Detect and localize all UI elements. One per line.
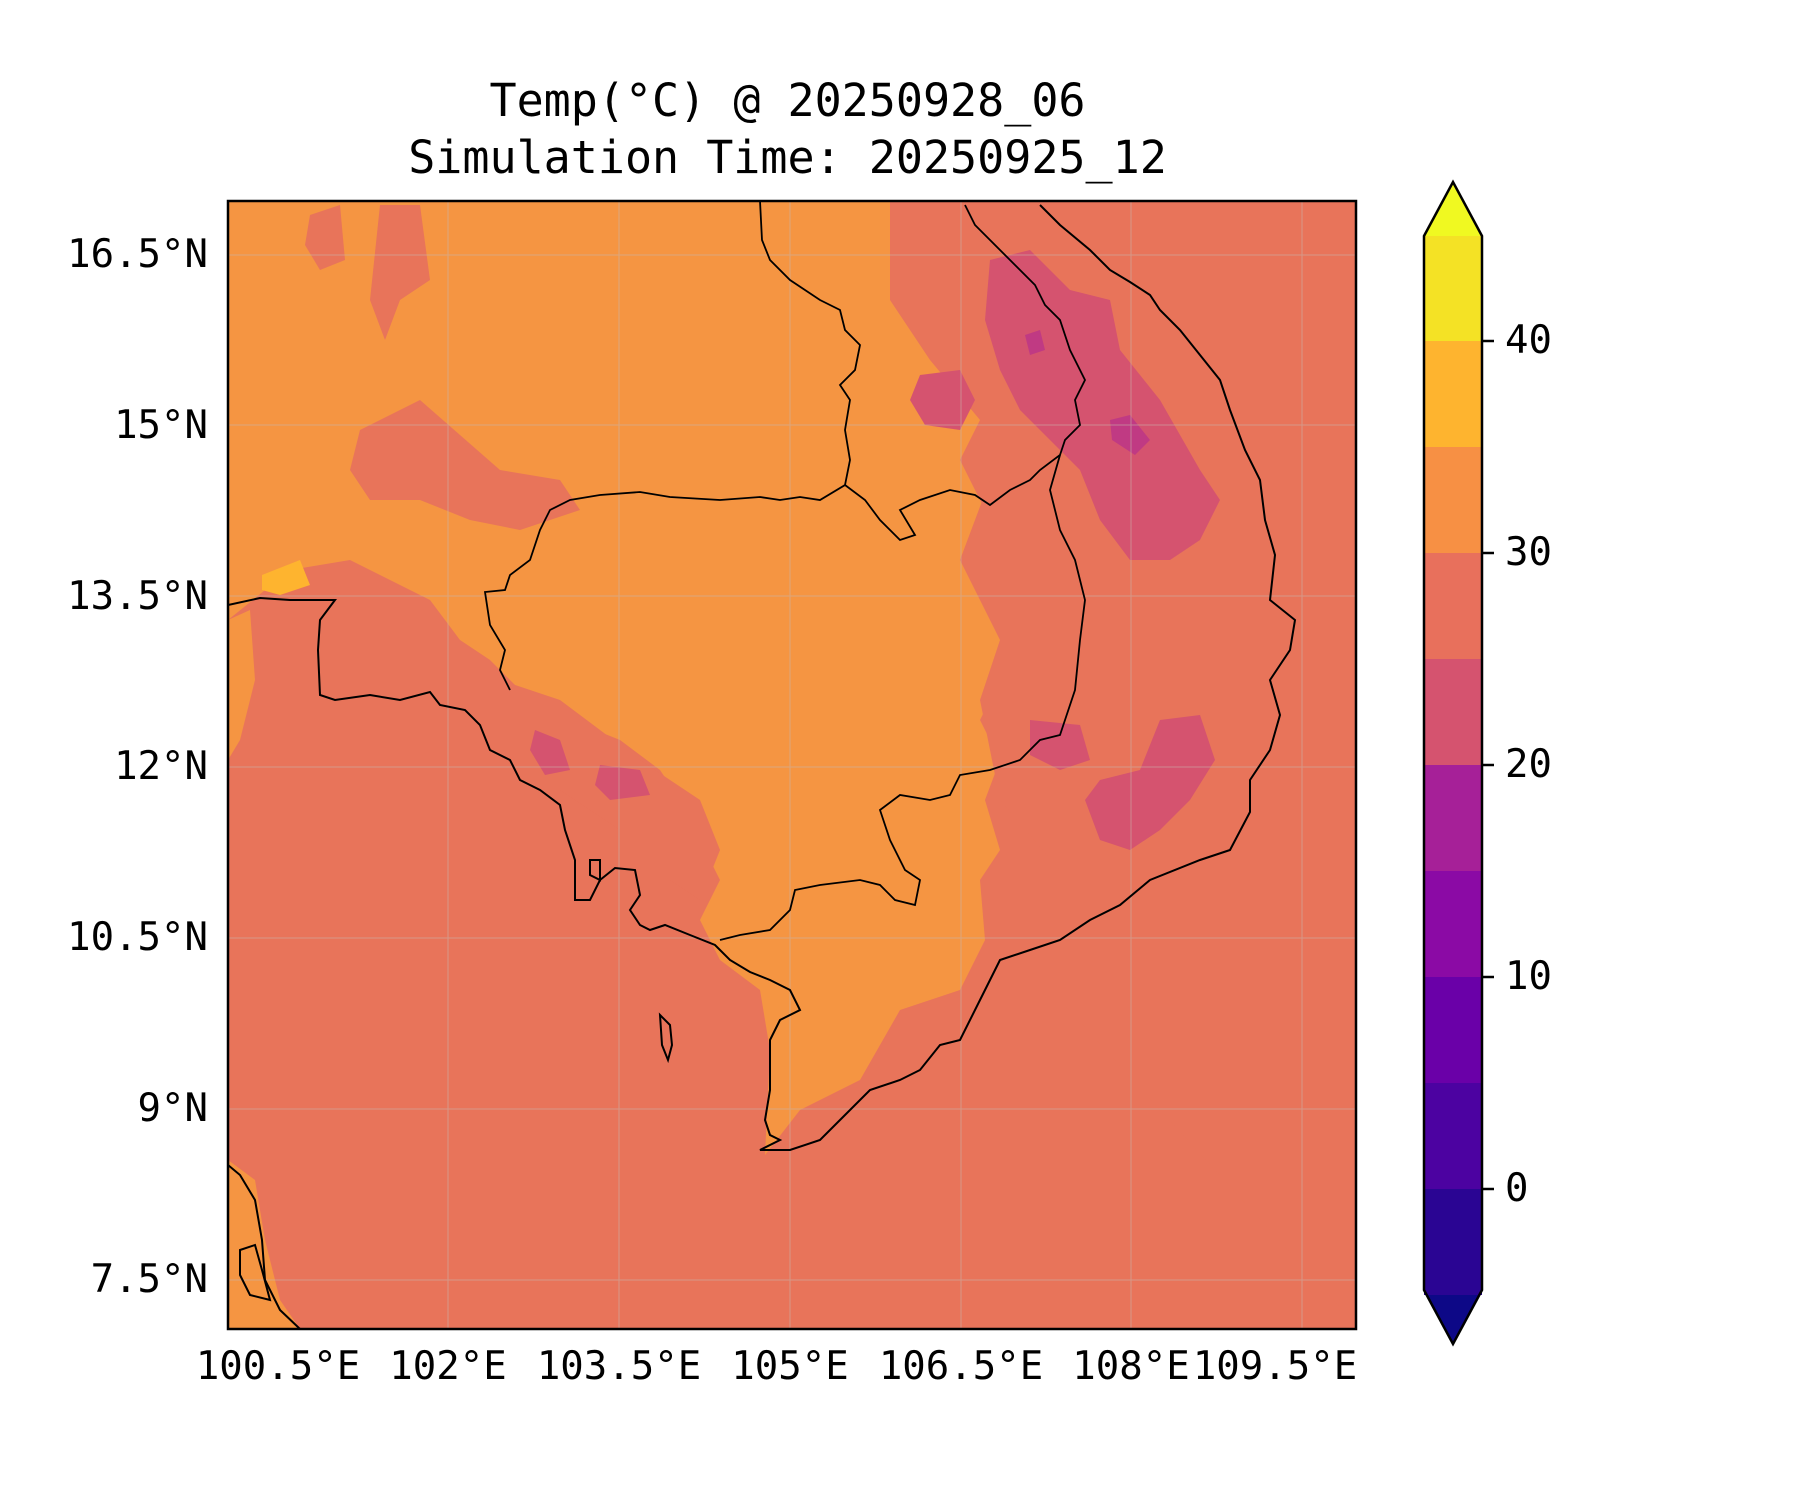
colorbar-outline	[1422, 179, 1484, 1347]
colorbar-segment	[1424, 1189, 1482, 1295]
temp-field-15-20-patch-2	[1025, 330, 1045, 355]
colorbar-extend-min	[1424, 1290, 1482, 1344]
colorbar-segment	[1424, 659, 1482, 765]
colorbar-tick-label: 0	[1505, 1166, 1529, 1211]
colorbar-extend-max	[1424, 182, 1482, 236]
temp-field-20-25-patch-3	[1030, 720, 1090, 770]
lat-tick-label: 16.5°N	[67, 232, 208, 277]
title-line-1: Temp(°C) @ 20250928_06	[489, 74, 1086, 127]
colorbar-segment	[1424, 235, 1482, 341]
colorbar-segment	[1424, 871, 1482, 977]
colorbar	[1422, 179, 1494, 1347]
temp-field-20-25-patch-1	[910, 370, 975, 430]
colorbar-tick-label: 40	[1505, 318, 1552, 363]
temp-field-25-30-north-3	[370, 205, 430, 340]
title-line-2: Simulation Time: 20250925_12	[408, 131, 1167, 184]
gridlines	[228, 201, 1356, 1329]
coastlines	[228, 204, 1297, 1329]
borders	[483, 201, 1087, 941]
lat-tick-label: 12°N	[114, 744, 208, 789]
lon-tick-label: 100.5°E	[195, 1344, 361, 1389]
lat-tick-label: 13.5°N	[67, 574, 208, 619]
colorbar-tick-label: 10	[1505, 954, 1552, 999]
colorbar-segment	[1424, 765, 1482, 871]
temp-field-25-30-north	[350, 400, 580, 530]
colorbar-tick-label: 20	[1505, 742, 1552, 787]
lat-tick-label: 7.5°N	[90, 1257, 208, 1302]
lon-tick-label: 105°E	[731, 1344, 849, 1389]
temp-field-25-30-north-2	[305, 205, 345, 270]
lon-tick-label: 102°E	[389, 1344, 507, 1389]
colorbar-segment	[1424, 341, 1482, 447]
lat-tick-label: 9°N	[137, 1086, 208, 1131]
lat-tick-label: 15°N	[114, 403, 208, 448]
temp-field-35-40-spot	[262, 560, 310, 595]
colorbar-segment	[1424, 1083, 1482, 1189]
lon-tick-label: 106.5°E	[878, 1344, 1044, 1389]
colorbar-ticks	[1482, 339, 1494, 1191]
colorbar-segment	[1424, 447, 1482, 553]
colorbar-tick-label: 30	[1505, 530, 1552, 575]
lat-tick-label: 10.5°N	[67, 915, 208, 960]
lon-tick-label: 103.5°E	[536, 1344, 702, 1389]
colorbar-segment	[1424, 553, 1482, 659]
temp-field-20-25-patch-2	[1085, 715, 1215, 850]
temp-field-30-35-west	[228, 610, 255, 760]
map-frame	[226, 199, 1358, 1331]
lon-tick-label: 108°E	[1072, 1344, 1190, 1389]
temp-field-20-25-patch-4	[530, 730, 570, 775]
temp-field-20-25-highlands	[985, 250, 1220, 560]
temp-field-25-30-east	[890, 201, 1356, 1325]
temp-field-20-25-patch-5	[595, 765, 650, 800]
colorbar-segment	[1424, 977, 1482, 1083]
lon-tick-label: 109.5°E	[1192, 1344, 1358, 1389]
